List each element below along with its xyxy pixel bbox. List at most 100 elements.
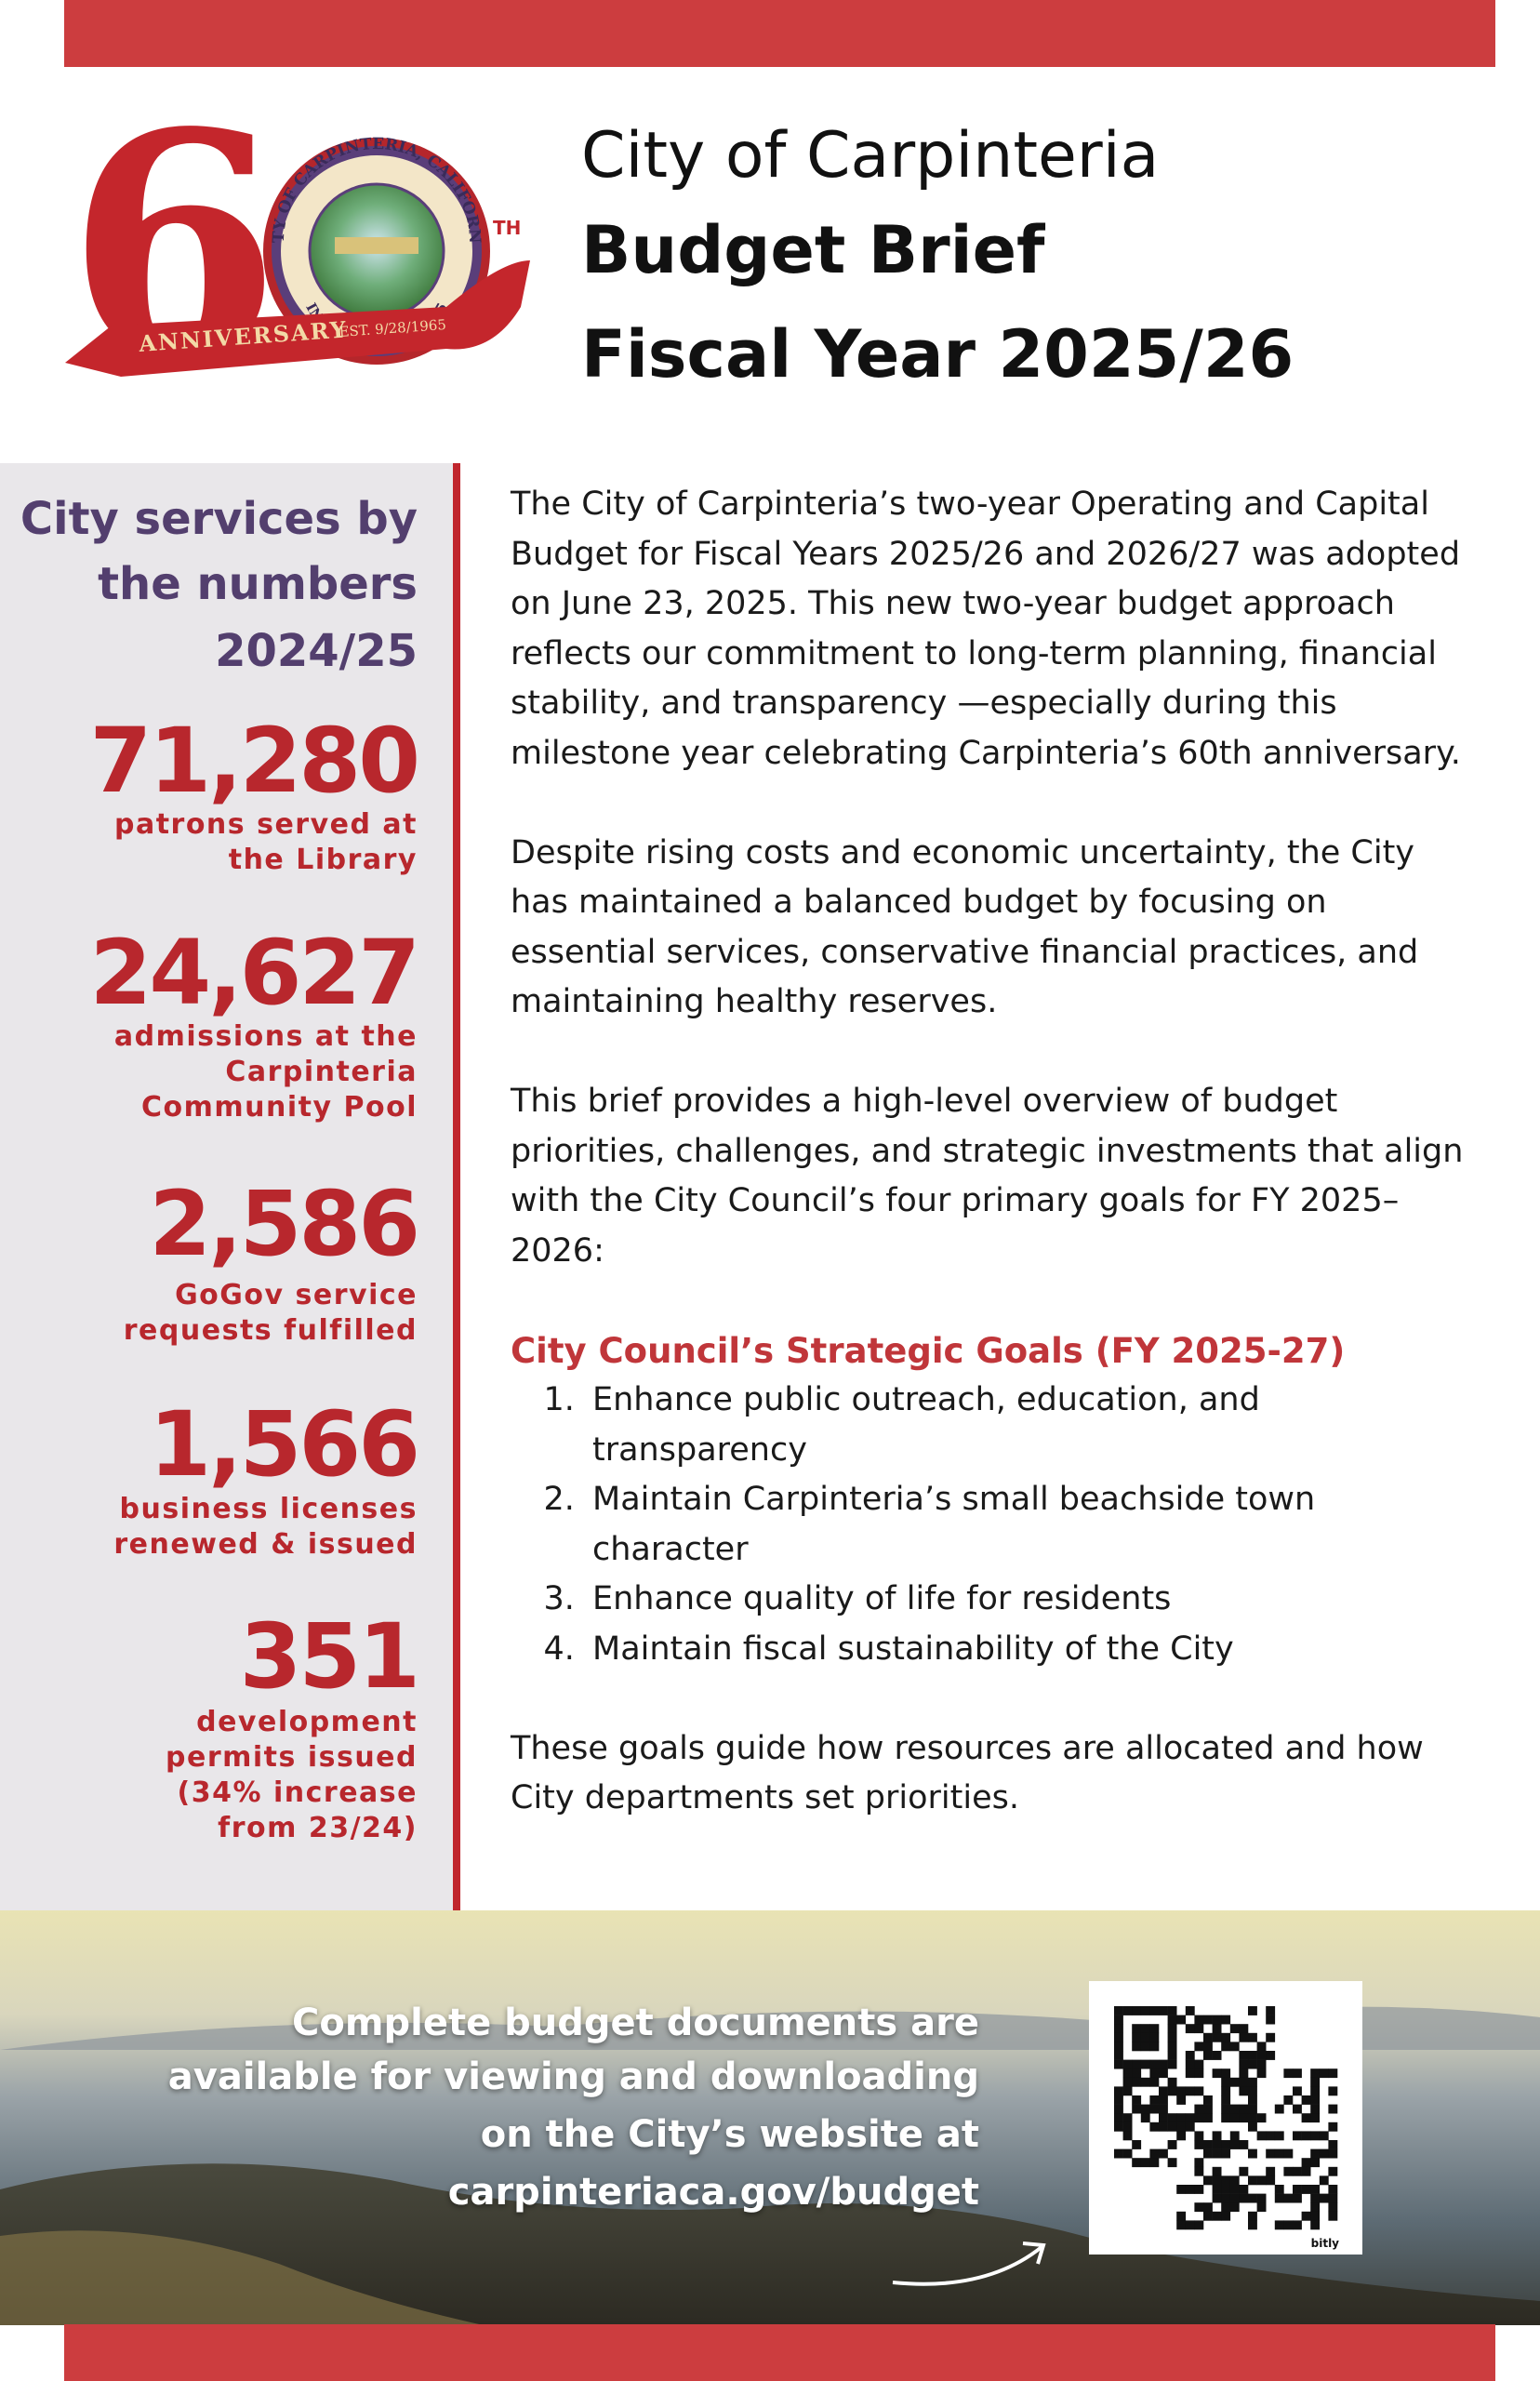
qr-module: [1149, 2095, 1160, 2105]
qr-module: [1248, 2059, 1257, 2069]
ribbon: [65, 260, 530, 377]
qr-module: [1293, 2166, 1302, 2176]
qr-module: [1293, 2185, 1302, 2194]
qr-module: [1140, 2077, 1150, 2087]
qr-module: [1140, 2024, 1150, 2034]
qr-module: [1229, 2202, 1240, 2213]
qr-module: [1114, 2042, 1123, 2052]
qr-module: [1248, 2211, 1257, 2221]
qr-module: [1167, 2051, 1177, 2060]
stat-label: business licenses: [119, 1493, 418, 1525]
qr-module: [1185, 2006, 1195, 2015]
qr-module: [1283, 2148, 1294, 2159]
qr-module: [1132, 2068, 1142, 2079]
qr-module: [1132, 2059, 1142, 2069]
qr-module: [1176, 2113, 1187, 2123]
qr-module: [1114, 2051, 1123, 2060]
qr-module: [1266, 2051, 1276, 2060]
qr-module: [1167, 2032, 1177, 2042]
qr-module: [1203, 2140, 1213, 2149]
qr-module: [1176, 2211, 1187, 2221]
qr-module: [1274, 2131, 1284, 2141]
qr-module: [1212, 2166, 1222, 2176]
qr-module: [1140, 2113, 1150, 2123]
qr-module: [1256, 2193, 1267, 2203]
qr-module: [1185, 2113, 1195, 2123]
qr-module: [1229, 2185, 1240, 2194]
qr-module: [1256, 2051, 1267, 2060]
qr-module: [1122, 2113, 1133, 2123]
qr-module: [1203, 2032, 1213, 2042]
qr-module: [1248, 2006, 1257, 2015]
stat-label: Carpinteria: [225, 1056, 418, 1088]
qr-module: [1194, 2220, 1204, 2230]
stat-label: requests fulfilled: [123, 1314, 418, 1347]
qr-module: [1194, 2024, 1204, 2034]
qr-module: [1221, 2015, 1231, 2025]
qr-module: [1221, 2193, 1231, 2203]
sidebar-heading: City services by: [20, 493, 418, 545]
qr-module: [1248, 2104, 1257, 2114]
paragraph: This brief provides a high-level overvie…: [511, 1083, 1464, 1270]
qr-module: [1185, 2024, 1195, 2034]
qr-module: [1149, 2006, 1160, 2015]
qr-module: [1229, 2113, 1240, 2123]
qr-module: [1159, 2095, 1168, 2105]
qr-module: [1310, 2158, 1321, 2168]
qr-module: [1194, 2059, 1204, 2069]
qr-module: [1248, 2122, 1257, 2132]
qr-module: [1328, 2122, 1338, 2132]
qr-module: [1159, 2122, 1168, 2132]
qr-module: [1283, 2193, 1294, 2203]
seal-field: [335, 237, 418, 254]
footer-line: on the City’s website at: [480, 2113, 979, 2156]
qr-module: [1310, 2148, 1321, 2159]
qr-module: [1132, 2104, 1142, 2114]
qr-module: [1176, 2220, 1187, 2230]
logo-suffix: TH: [493, 217, 521, 239]
title-line: Budget Brief: [581, 212, 1045, 288]
qr-module: [1149, 2042, 1160, 2052]
qr-module: [1203, 2148, 1213, 2159]
qr-module: [1114, 2015, 1123, 2025]
qr-module: [1221, 2042, 1231, 2052]
qr-module: [1266, 2015, 1276, 2025]
qr-module: [1114, 2122, 1123, 2132]
qr-module: [1185, 2220, 1195, 2230]
qr-module: [1266, 2131, 1276, 2141]
stat-label: Community Pool: [141, 1091, 418, 1124]
qr-module: [1319, 2148, 1329, 2159]
qr-module: [1194, 2166, 1204, 2176]
grass: [0, 2230, 484, 2325]
qr-module: [1239, 2193, 1249, 2203]
qr-module: [1114, 2148, 1123, 2159]
qr-brand: bitly: [1311, 2237, 1340, 2250]
main-text: The City of Carpinteria’s two-year Opera…: [511, 480, 1468, 1873]
qr-module: [1114, 2095, 1123, 2105]
qr-module: [1310, 2220, 1321, 2230]
qr-module: [1221, 2202, 1231, 2213]
qr-module: [1167, 2113, 1177, 2123]
qr-module: [1203, 2202, 1213, 2213]
qr-module: [1194, 2015, 1204, 2025]
qr-module: [1212, 2015, 1222, 2025]
qr-module: [1159, 2148, 1168, 2159]
qr-module: [1212, 2032, 1222, 2042]
qr-module: [1122, 2077, 1133, 2087]
qr-module: [1239, 2059, 1249, 2069]
qr-module: [1167, 2059, 1177, 2069]
qr-module: [1301, 2211, 1311, 2221]
qr-module: [1167, 2140, 1177, 2149]
goals-heading: City Council’s Strategic Goals (FY 2025-…: [511, 1330, 1346, 1371]
qr-module: [1167, 2015, 1177, 2025]
qr-module: [1221, 2068, 1231, 2079]
qr-module: [1194, 2131, 1204, 2141]
qr-module: [1149, 2024, 1160, 2034]
qr-module: [1159, 2059, 1168, 2069]
paragraph: The City of Carpinteria’s two-year Opera…: [511, 486, 1461, 772]
anniversary-logo: 6 CITY OF CARPINTERIA, CALIFORNIA INCORP…: [56, 112, 530, 409]
qr-module: [1248, 2095, 1257, 2105]
qr-module: [1132, 2158, 1142, 2168]
stat-label: GoGov service: [175, 1279, 418, 1311]
